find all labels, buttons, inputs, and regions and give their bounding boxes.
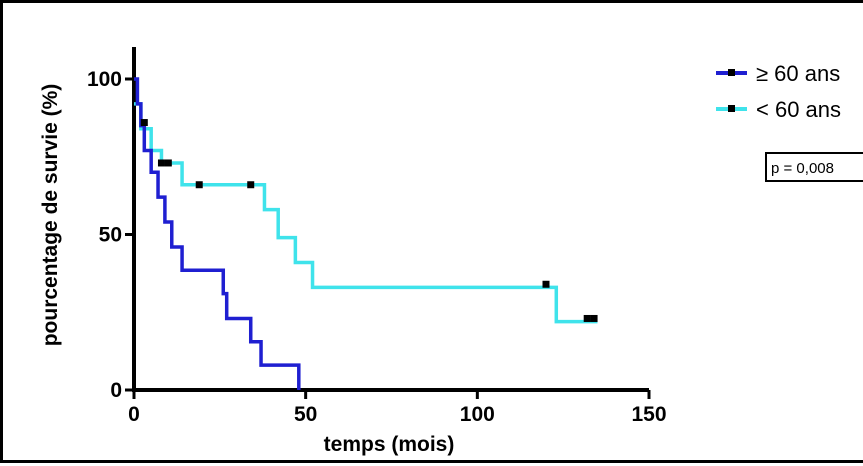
series-0: [134, 77, 301, 390]
censor-mark-1-1: [164, 159, 172, 167]
p-value-text: p = 0,008: [771, 160, 834, 177]
axes: [132, 47, 649, 392]
y-tick-label-100: 100: [87, 68, 122, 91]
legend-marker-0: [728, 69, 735, 76]
series-line-1: [134, 102, 598, 324]
legend-item-1: < 60 ans: [716, 97, 841, 122]
series-1: [134, 102, 598, 324]
x-tick-label-150: 150: [631, 403, 666, 426]
censor-mark-1-4: [542, 280, 550, 288]
legend-label-0: ≥ 60 ans: [756, 61, 840, 86]
p-value-box: p = 0,008: [765, 152, 863, 182]
legend-marker-1: [728, 105, 735, 112]
legend: ≥ 60 ans < 60 ans: [716, 61, 841, 122]
y-tick-label-0: 0: [110, 379, 122, 402]
tick-labels: 0 50 100 150 0 50 100: [87, 68, 667, 426]
series-layer: [134, 77, 598, 390]
series-line-0: [134, 77, 301, 390]
x-tick-label-0: 0: [128, 403, 140, 426]
legend-item-0: ≥ 60 ans: [716, 61, 840, 86]
tick-marks: [125, 77, 651, 399]
x-tick-label-100: 100: [460, 403, 495, 426]
survival-chart: 0 50 100 150 0 50 100 temps (mois) pourcentage…: [39, 47, 863, 456]
censor-mark-1-5: [583, 314, 591, 322]
censor-mark-0-0: [140, 119, 148, 127]
legend-label-1: < 60 ans: [756, 97, 841, 122]
y-axis-title: pourcentage de survie (%): [39, 84, 62, 347]
censor-mark-1-3: [247, 181, 255, 189]
y-tick-label-50: 50: [99, 224, 122, 247]
x-axis-title: temps (mois): [324, 433, 455, 456]
censor-mark-1-6: [590, 314, 598, 322]
censor-mark-1-2: [195, 181, 203, 189]
x-tick-label-50: 50: [294, 403, 317, 426]
censor-mark-1-0: [157, 159, 165, 167]
